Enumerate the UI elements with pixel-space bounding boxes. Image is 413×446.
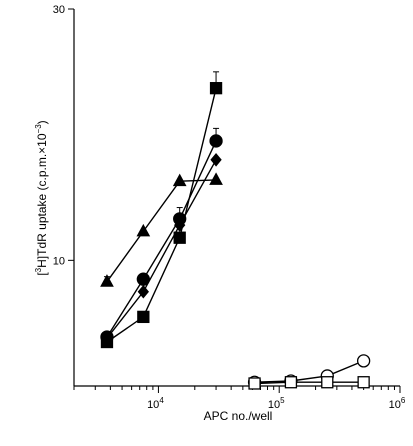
marker-triangle-filled (209, 172, 223, 185)
y-tick-label: 30 (53, 4, 65, 16)
x-tick-label-base: 10 (147, 399, 159, 411)
x-axis-title: APC no./well (204, 409, 273, 423)
marker-square-filled (173, 231, 186, 244)
marker-square-filled (137, 310, 150, 324)
marker-diamond-filled (101, 331, 113, 346)
x-tick-label-base: 10 (389, 399, 401, 411)
series-line-diamond-filled (106, 159, 217, 339)
y-axis-title-sup2: −3 (34, 124, 43, 134)
x-tick-label-exponent: 4 (159, 396, 164, 405)
marker-square-open (321, 376, 334, 389)
series-markers (100, 82, 371, 390)
marker-triangle-filled (100, 274, 114, 287)
marker-square-filled (209, 82, 223, 95)
x-ticks: 104 105 106 (73, 386, 406, 411)
series-line-circle-filled (106, 140, 217, 338)
marker-square-open (284, 376, 298, 389)
series-lines (106, 88, 364, 385)
series-line-square-open (254, 381, 364, 385)
marker-diamond-filled (210, 153, 222, 167)
y-axis-title: [3H]TdR uptake (c.p.m.×10−3) (34, 120, 49, 275)
y-ticks: 10 30 (53, 4, 74, 267)
y-axis-title-mid: H]TdR uptake (c.p.m.×10 (35, 133, 49, 268)
marker-circle-filled (209, 134, 223, 148)
x-tick-label-base: 10 (268, 399, 280, 411)
x-tick-label: 106 (389, 396, 406, 411)
marker-circle-filled (136, 272, 150, 286)
x-tick-label: 105 (268, 396, 285, 411)
series-line-square-filled (106, 88, 217, 343)
marker-square-open (357, 376, 370, 389)
marker-circle-open (356, 354, 371, 368)
axes (73, 9, 400, 387)
y-axis-title-post: ) (35, 120, 49, 124)
marker-square-open (248, 377, 261, 390)
series-line-circle-open (254, 360, 364, 383)
marker-triangle-filled (136, 223, 151, 237)
series-line-triangle-filled (106, 179, 217, 283)
y-axis-title-sup1: 3 (34, 267, 43, 272)
x-tick-label: 104 (147, 396, 164, 411)
marker-diamond-filled (137, 284, 149, 299)
x-tick-label-exponent: 5 (280, 396, 285, 405)
y-axis-title-pre: [ (35, 272, 49, 276)
y-tick-label: 10 (53, 255, 65, 267)
x-tick-label-exponent: 6 (401, 396, 406, 405)
marker-triangle-filled (172, 173, 187, 187)
marker-diamond-filled (174, 218, 186, 232)
